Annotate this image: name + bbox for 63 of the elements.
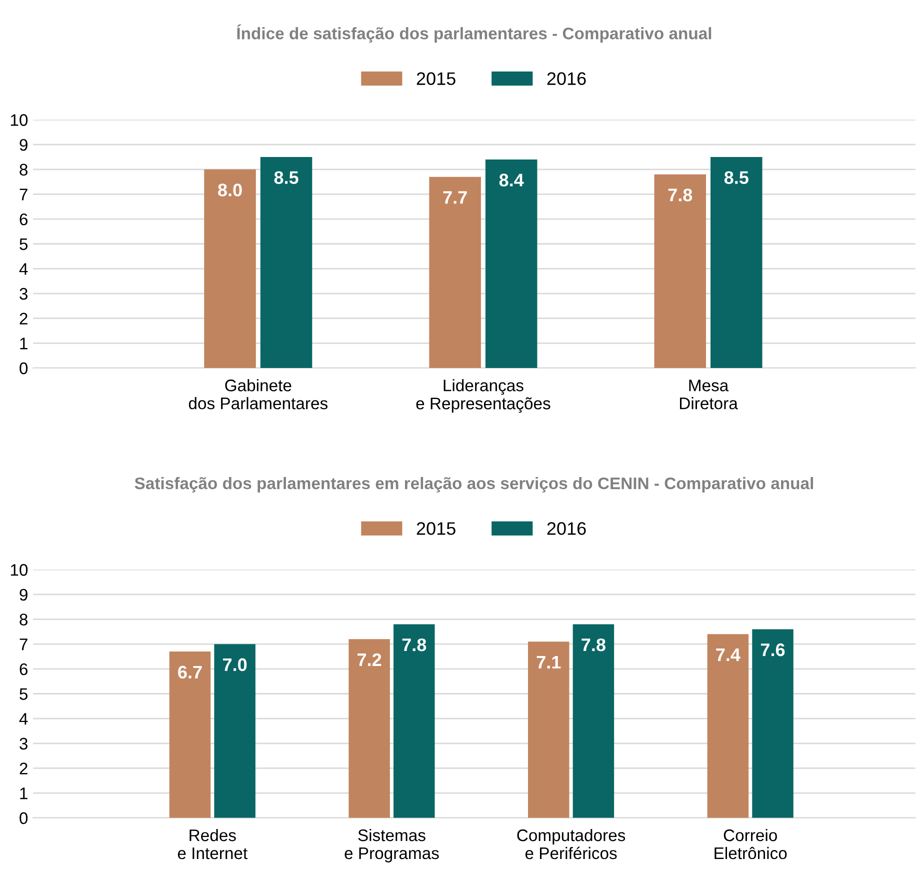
data-label: 7.6 (760, 643, 785, 656)
y-tick-label: 7 (20, 188, 28, 200)
bar (710, 157, 762, 368)
data-label: 7.2 (358, 653, 382, 666)
bar (654, 174, 706, 368)
y-tick-label: 4 (19, 263, 28, 275)
y-tick-label: 7 (20, 638, 28, 650)
data-label: 6.7 (178, 666, 202, 679)
data-label: 7.1 (536, 656, 561, 668)
chart-title: Índice de satisfação dos parlamentares - Comparativo anual (237, 24, 712, 43)
bar (169, 652, 211, 818)
y-tick-label: 9 (20, 588, 28, 601)
y-tick-label: 5 (20, 238, 28, 250)
y-tick-label: 10 (10, 114, 28, 126)
bar (204, 169, 256, 368)
data-label: 8.5 (274, 171, 298, 184)
bar (260, 157, 312, 368)
legend-label: 2015 (416, 72, 456, 86)
y-tick-label: 0 (20, 362, 28, 374)
data-label: 7.0 (223, 658, 247, 672)
bar (429, 176, 481, 368)
legend-label: 2016 (547, 72, 586, 86)
legend-label: 2015 (416, 522, 456, 535)
y-tick-label: 1 (20, 788, 28, 800)
data-label: 8.5 (724, 171, 748, 184)
legend-label: 2016 (547, 522, 586, 535)
x-tick-label: Gabinete dos Parlamentares (188, 379, 328, 410)
bar (394, 624, 435, 818)
bar (485, 159, 538, 368)
data-label: 7.4 (716, 648, 740, 661)
x-tick-label: Redes e Internet (178, 828, 248, 860)
data-label: 7.8 (668, 188, 692, 202)
y-tick-label: 9 (20, 138, 28, 151)
data-label: 8.0 (218, 184, 242, 196)
data-label: 8.4 (499, 174, 524, 186)
x-tick-label: Lideranças e Representações (416, 379, 550, 413)
y-tick-label: 6 (20, 213, 28, 226)
bar (214, 644, 256, 818)
y-tick-label: 4 (19, 713, 28, 725)
bar (528, 642, 570, 818)
bar (348, 639, 390, 818)
y-tick-label: 10 (10, 564, 28, 576)
y-tick-label: 2 (20, 312, 28, 324)
y-tick-label: 8 (20, 614, 28, 626)
y-tick-label: 3 (20, 738, 28, 750)
y-tick-label: 6 (20, 663, 28, 676)
bar (752, 629, 794, 818)
chart-title: Satisfação dos parlamentares em relação aos serviços do CENIN - Comparativo anual (134, 477, 813, 493)
y-tick-label: 0 (20, 812, 28, 824)
y-tick-label: 8 (20, 164, 28, 176)
data-label: 7.8 (582, 638, 606, 652)
data-label: 7.8 (402, 638, 426, 652)
x-tick-label: Computadores e Periféricos (517, 828, 626, 860)
y-tick-label: 2 (20, 762, 28, 774)
bar (707, 634, 749, 818)
x-tick-label: Correio Eletrônico (714, 828, 787, 860)
x-tick-label: Sistemas e Programas (344, 828, 439, 862)
y-tick-label: 3 (20, 288, 28, 300)
y-tick-label: 1 (20, 338, 28, 350)
y-tick-label: 5 (20, 688, 28, 700)
bar (572, 624, 614, 818)
data-label: 7.7 (443, 191, 467, 204)
x-tick-label: Mesa Diretora (680, 380, 738, 410)
